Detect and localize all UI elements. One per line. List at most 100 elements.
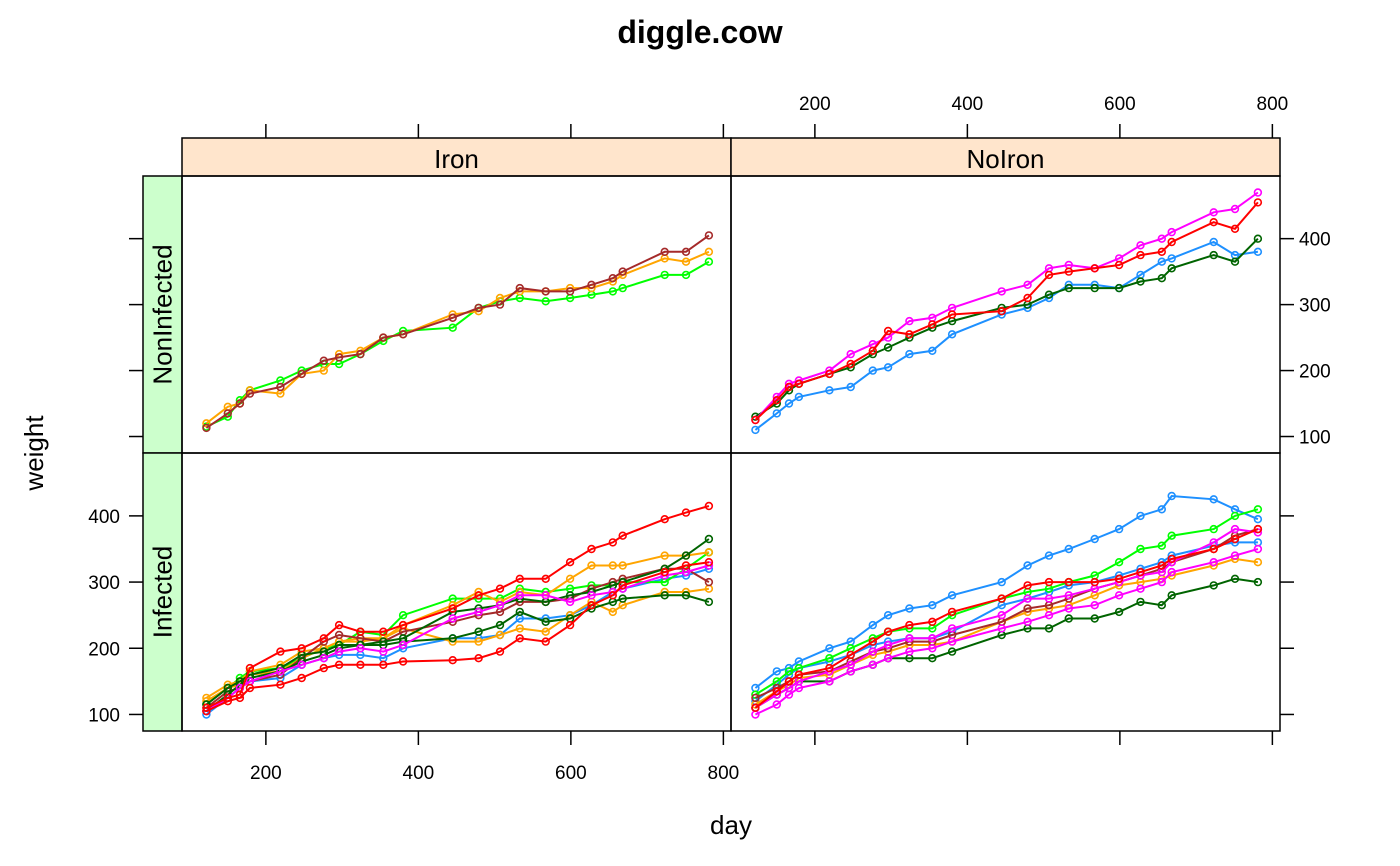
data-point <box>681 270 691 280</box>
y-tick-label: 200 <box>1299 362 1331 383</box>
data-point <box>1136 567 1145 577</box>
data-point <box>1167 227 1176 237</box>
y-tick-label: 300 <box>88 573 120 594</box>
data-point <box>474 591 483 600</box>
data-point <box>1064 614 1074 623</box>
data-point <box>565 620 575 630</box>
series-line <box>205 234 710 429</box>
data-point <box>334 647 344 656</box>
data-point <box>319 663 328 673</box>
data-point <box>1209 581 1218 590</box>
data-point <box>495 620 505 630</box>
data-point <box>905 330 914 339</box>
x-tick-label: 800 <box>1257 94 1289 115</box>
panels-layer: Iron NoIron NonInfected Infected 200 200 400 40… <box>88 94 1330 784</box>
y-axis-label: weight <box>19 415 49 492</box>
data-point <box>1253 524 1263 534</box>
y-tick-label: 100 <box>1299 428 1331 449</box>
data-point <box>334 660 344 669</box>
data-point <box>1253 234 1263 243</box>
data-point <box>883 363 893 372</box>
data-point <box>515 283 524 293</box>
data-point <box>474 637 483 646</box>
data-point <box>751 693 760 703</box>
series-line <box>754 557 1259 706</box>
data-point <box>997 287 1006 296</box>
x-tick-label: 400 <box>952 94 984 115</box>
data-point <box>202 703 211 712</box>
data-point <box>905 349 914 359</box>
data-point <box>1230 574 1240 583</box>
data-point <box>825 663 834 673</box>
data-point <box>515 574 524 583</box>
data-point <box>319 653 328 663</box>
data-point <box>868 346 877 355</box>
data-point <box>772 667 781 676</box>
data-point <box>681 561 691 570</box>
data-point <box>474 303 483 313</box>
data-point <box>245 389 255 398</box>
data-point <box>495 600 505 610</box>
data-point <box>618 267 627 276</box>
data-point <box>1167 237 1176 247</box>
data-point <box>379 660 388 669</box>
data-point <box>1044 577 1054 587</box>
data-point <box>1090 283 1099 293</box>
data-point <box>202 423 211 433</box>
data-point <box>1023 581 1032 590</box>
data-point <box>883 653 893 663</box>
data-point <box>398 330 408 339</box>
data-point <box>704 247 714 257</box>
data-point <box>681 551 691 560</box>
data-point <box>1064 591 1074 600</box>
data-point <box>1230 257 1240 266</box>
data-point <box>947 310 957 319</box>
data-point <box>1064 604 1074 613</box>
series-line <box>754 191 1259 421</box>
data-point <box>1064 267 1074 276</box>
data-point <box>356 660 365 669</box>
data-point <box>883 326 893 336</box>
data-point <box>1253 188 1263 197</box>
data-point <box>928 644 937 653</box>
data-point <box>1114 574 1124 583</box>
data-point <box>1157 505 1167 514</box>
data-point <box>1090 600 1099 610</box>
strip-top-iron <box>181 137 732 177</box>
data-point <box>297 673 306 683</box>
data-point <box>905 316 914 326</box>
data-point <box>1090 264 1099 273</box>
data-point <box>868 647 877 656</box>
data-point <box>448 634 457 643</box>
data-point <box>794 392 804 402</box>
data-point <box>868 366 877 375</box>
data-point <box>541 617 550 626</box>
data-point <box>1230 534 1240 544</box>
data-point <box>202 706 211 716</box>
data-point <box>681 591 691 600</box>
data-point <box>276 647 285 656</box>
data-point <box>825 369 834 379</box>
data-point <box>448 323 457 332</box>
data-point <box>1253 544 1263 554</box>
data-point <box>1136 584 1145 593</box>
data-point <box>541 627 550 636</box>
data-point <box>928 634 937 643</box>
data-point <box>356 349 365 359</box>
series-line <box>754 528 1259 699</box>
data-point <box>947 607 957 617</box>
data-point <box>1044 270 1054 280</box>
data-point <box>541 297 550 306</box>
data-point <box>1114 557 1124 567</box>
data-point <box>1157 274 1167 283</box>
data-point <box>276 667 285 676</box>
data-point <box>235 399 245 408</box>
data-point <box>398 610 408 620</box>
data-point <box>235 693 245 703</box>
data-point <box>618 283 627 293</box>
series-line <box>205 250 710 425</box>
data-point <box>1064 283 1074 293</box>
data-point <box>1114 260 1124 270</box>
